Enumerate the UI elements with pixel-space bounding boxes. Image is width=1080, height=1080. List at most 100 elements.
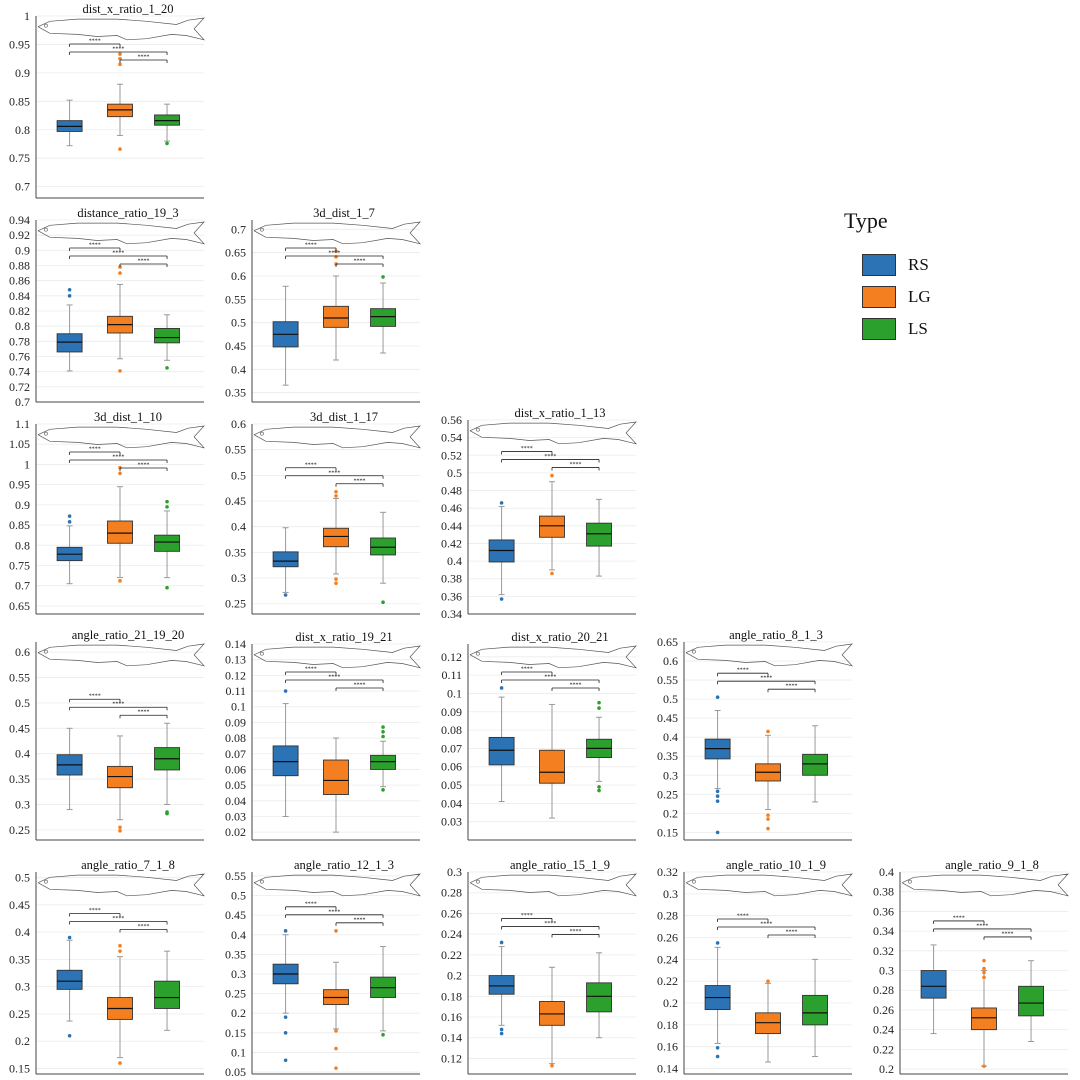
chart-panel-7: 0.6 0.55 0.5 0.45 0.4 0.35 0.3 0.25 angle_ratio_… (9, 628, 206, 841)
y-tick-label: 0.2 (879, 1062, 894, 1076)
chart-panel-11: 0.5 0.45 0.4 0.35 0.3 0.25 0.2 0.15 angle_ratio_… (9, 858, 206, 1076)
y-tick-label: 0.55 (225, 292, 246, 306)
box-lg (107, 52, 133, 151)
fish-diagram (37, 17, 206, 41)
significance-label: **** (138, 924, 150, 930)
y-tick-label: 0.55 (225, 869, 246, 883)
significance-label: **** (737, 913, 749, 919)
chart-panel-14: 0.32 0.3 0.28 0.26 0.24 0.22 0.2 0.18 0.16 0.14 an… (657, 858, 854, 1076)
outlier-point (165, 366, 169, 370)
y-tick-label: 0.5 (231, 316, 246, 330)
box-iqr (323, 305, 349, 328)
box-lg (539, 966, 565, 1068)
significance-bracket: **** (767, 929, 816, 938)
box-lg (539, 473, 565, 576)
chart-title: angle_ratio_10_1_9 (726, 858, 826, 872)
chart-title: dist_x_ratio_19_21 (295, 630, 392, 644)
outlier-point (597, 785, 601, 789)
outlier-point (715, 695, 720, 700)
significance-bracket: **** (933, 915, 985, 924)
y-tick-label: 0.35 (9, 952, 30, 966)
y-tick-label: 0.08 (441, 723, 462, 737)
y-tick-label: 0.18 (657, 1018, 678, 1032)
y-tick-label: 0.36 (873, 904, 894, 918)
y-tick-label: 0.14 (225, 637, 246, 651)
y-tick-label: 0.2 (663, 996, 678, 1010)
y-tick-label: 0.75 (9, 151, 30, 165)
significance-label: **** (138, 710, 150, 716)
y-tick-label: 1 (24, 9, 30, 23)
y-tick-label: 0.14 (441, 1031, 462, 1045)
outlier-point (381, 600, 385, 604)
box-lg (323, 737, 349, 833)
fish-outline (685, 643, 854, 667)
significance-bracket: **** (335, 478, 384, 487)
y-tick-label: 0.15 (9, 1062, 30, 1076)
y-tick-label: 0.85 (9, 94, 30, 108)
significance-label: **** (760, 921, 772, 927)
box-iqr (539, 515, 565, 538)
y-tick-label: 0.14 (657, 1062, 678, 1076)
outlier-point (381, 275, 385, 279)
outlier-point (381, 725, 385, 729)
chart-title: angle_ratio_8_1_3 (729, 628, 823, 642)
significance-bracket: **** (119, 710, 168, 719)
y-tick-label: 0.8 (15, 538, 30, 552)
fish-diagram (469, 645, 638, 669)
chart-panel-2: 0.940.920.90.880.860.840.820.80.780.760.… (9, 206, 206, 409)
y-tick-label: 0.2 (231, 1006, 246, 1020)
significance-bracket: **** (285, 251, 384, 259)
significance-bracket: **** (551, 462, 600, 471)
y-tick-label: 0.22 (657, 974, 678, 988)
box-ls (586, 498, 612, 577)
y-tick-label: 0.03 (441, 815, 462, 829)
y-tick-label: 0.55 (9, 671, 30, 685)
y-tick-label: 0.3 (447, 865, 462, 879)
box-lg (755, 979, 781, 1063)
box-rs (56, 287, 83, 372)
fish-outline (469, 645, 638, 669)
outlier-point (283, 1058, 288, 1063)
outlier-point (550, 1063, 554, 1068)
fish-outline (685, 873, 854, 897)
significance-bracket: **** (335, 917, 384, 926)
box-lg (323, 249, 349, 361)
significance-label: **** (89, 447, 101, 453)
box-iqr (971, 1007, 997, 1031)
y-tick-label: 0.24 (873, 1023, 894, 1037)
box-ls (1018, 960, 1044, 1042)
outlier-point (118, 471, 122, 476)
significance-label: **** (354, 683, 366, 689)
outlier-point (165, 499, 169, 504)
fish-outline (37, 873, 206, 897)
y-tick-label: 0.36 (441, 589, 462, 603)
chart-title: dist_x_ratio_20_21 (511, 630, 608, 644)
outlier-point (283, 929, 288, 933)
y-tick-label: 0.3 (879, 964, 894, 978)
y-tick-label: 0.4 (447, 554, 462, 568)
box-iqr (586, 982, 612, 1013)
outlier-point (334, 581, 338, 585)
outlier-point (766, 979, 770, 983)
y-tick-label: 0.55 (225, 443, 246, 457)
outlier-point (982, 970, 986, 975)
outlier-point (499, 1027, 504, 1032)
fish-diagram (37, 425, 206, 449)
fish-outline (901, 873, 1070, 897)
outlier-point (118, 579, 122, 583)
box-lg (539, 703, 565, 819)
box-ls (586, 700, 612, 793)
box-rs (920, 944, 947, 1035)
fish-diagram (901, 873, 1070, 897)
y-tick-label: 0.16 (657, 1040, 678, 1054)
outlier-point (165, 141, 169, 146)
outlier-point (118, 265, 122, 269)
box-ls (154, 950, 180, 1031)
y-tick-label: 0.11 (225, 684, 246, 698)
significance-label: **** (570, 929, 582, 935)
outlier-point (499, 940, 504, 945)
outlier-point (67, 287, 72, 292)
box-iqr (1018, 985, 1044, 1017)
y-tick-label: 0.9 (15, 498, 30, 512)
significance-label: **** (305, 901, 317, 907)
